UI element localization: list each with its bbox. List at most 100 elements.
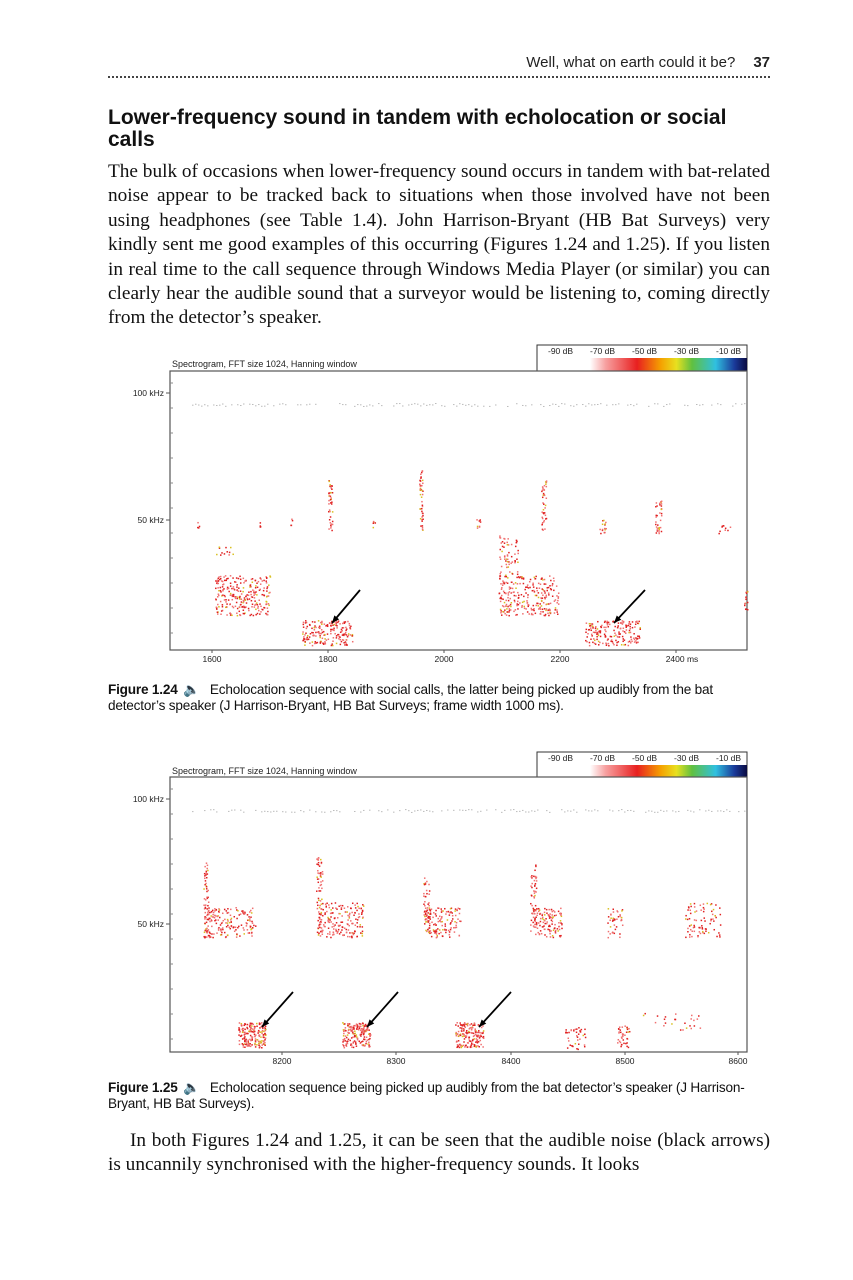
signal-pixel <box>544 922 546 925</box>
signal-pixel <box>321 887 323 890</box>
noise-speck <box>675 811 677 813</box>
signal-pixel <box>619 627 622 630</box>
signal-pixel <box>327 927 330 929</box>
signal-pixel <box>472 1024 475 1026</box>
signal-pixel <box>236 588 239 591</box>
signal-pixel <box>644 1012 646 1015</box>
signal-pixel <box>560 915 563 918</box>
signal-pixel <box>351 1028 354 1031</box>
signal-pixel <box>234 605 237 608</box>
signal-pixel <box>243 1034 246 1036</box>
signal-pixel <box>351 635 354 637</box>
figure-caption: Figure 1.25 🔈 Echolocation sequence being… <box>108 1080 770 1112</box>
signal-pixel <box>356 919 359 921</box>
x-tick-label: 2000 <box>435 654 454 664</box>
signal-pixel <box>658 532 660 535</box>
signal-pixel <box>561 924 563 926</box>
signal-pixel <box>424 895 427 898</box>
signal-pixel <box>688 906 690 909</box>
signal-pixel <box>514 609 517 611</box>
noise-speck <box>243 403 245 405</box>
signal-pixel <box>321 880 324 882</box>
signal-pixel <box>607 936 610 939</box>
signal-pixel <box>543 489 546 491</box>
signal-pixel <box>339 636 341 638</box>
signal-pixel <box>502 582 504 585</box>
signal-pixel <box>534 919 536 921</box>
signal-pixel <box>476 1042 479 1044</box>
signal-pixel <box>530 885 532 887</box>
signal-pixel <box>356 909 358 912</box>
signal-pixel <box>440 921 442 923</box>
signal-pixel <box>342 639 345 641</box>
noise-speck <box>477 811 479 813</box>
signal-pixel <box>663 1018 666 1021</box>
signal-pixel <box>638 637 641 639</box>
signal-pixel <box>517 608 519 610</box>
legend-label: -30 dB <box>674 346 699 356</box>
signal-pixel <box>479 521 482 523</box>
signal-pixel <box>343 1037 346 1040</box>
signal-pixel <box>622 621 624 624</box>
signal-pixel <box>505 563 508 566</box>
signal-pixel <box>614 625 616 628</box>
signal-pixel <box>359 924 362 926</box>
signal-pixel <box>253 597 256 599</box>
signal-pixel <box>258 599 260 601</box>
signal-pixel <box>438 932 440 935</box>
signal-pixel <box>421 526 424 529</box>
noise-speck <box>459 809 461 811</box>
noise-speck <box>570 810 572 812</box>
signal-pixel <box>424 912 427 914</box>
noise-speck <box>330 811 332 813</box>
noise-speck <box>285 404 287 406</box>
speaker-icon[interactable]: 🔈 <box>183 682 200 697</box>
signal-pixel <box>507 596 509 599</box>
signal-pixel <box>343 1040 345 1042</box>
signal-pixel <box>458 920 461 922</box>
signal-pixel <box>552 909 555 912</box>
signal-pixel <box>655 523 657 526</box>
signal-pixel <box>546 589 548 592</box>
signal-pixel <box>291 518 293 521</box>
signal-pixel <box>224 918 226 921</box>
signal-pixel <box>543 918 545 921</box>
signal-pixel <box>343 1039 345 1041</box>
signal-pixel <box>424 882 427 884</box>
signal-pixel <box>203 872 206 875</box>
signal-pixel <box>242 601 244 604</box>
signal-pixel <box>251 920 253 923</box>
signal-pixel <box>610 639 613 641</box>
signal-pixel <box>472 1038 474 1041</box>
signal-pixel <box>238 606 241 608</box>
signal-pixel <box>479 1031 481 1034</box>
signal-pixel <box>619 914 621 916</box>
signal-pixel <box>463 1022 466 1024</box>
signal-pixel <box>590 629 593 632</box>
signal-pixel <box>225 546 227 549</box>
signal-pixel <box>259 526 262 528</box>
signal-pixel <box>261 1026 263 1028</box>
noise-speck <box>207 405 209 407</box>
signal-pixel <box>606 623 609 625</box>
signal-pixel <box>548 608 551 610</box>
signal-pixel <box>509 571 511 573</box>
signal-pixel <box>531 877 533 879</box>
signal-pixel <box>239 578 242 581</box>
caption-text: Echolocation sequence being picked up au… <box>108 1080 745 1111</box>
speaker-icon[interactable]: 🔈 <box>183 1080 200 1095</box>
noise-speck <box>699 809 701 811</box>
noise-speck <box>711 404 713 406</box>
signal-pixel <box>210 919 213 921</box>
signal-pixel <box>475 1041 477 1043</box>
signal-pixel <box>338 635 340 638</box>
signal-pixel <box>638 635 641 638</box>
signal-pixel <box>479 1039 482 1042</box>
signal-pixel <box>626 625 628 627</box>
noise-speck <box>495 404 497 406</box>
noise-speck <box>471 809 473 811</box>
signal-pixel <box>246 597 248 600</box>
signal-pixel <box>542 492 545 495</box>
signal-pixel <box>233 588 236 591</box>
signal-pixel <box>527 605 529 608</box>
